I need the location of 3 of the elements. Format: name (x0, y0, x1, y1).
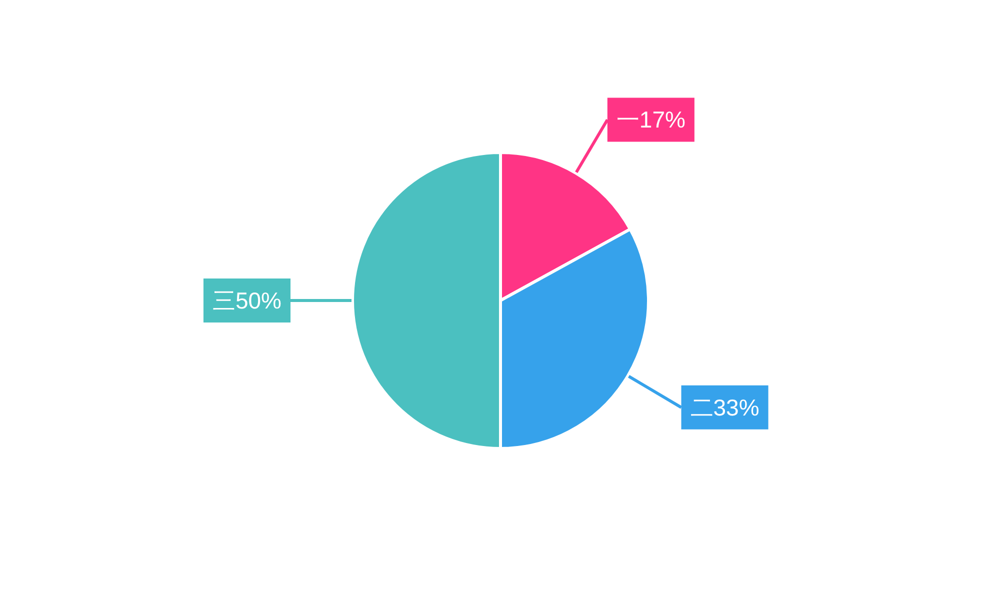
slice-label: 二33% (690, 394, 760, 420)
slice-label: 一17% (616, 106, 686, 133)
slice-label: 三50% (212, 288, 282, 314)
